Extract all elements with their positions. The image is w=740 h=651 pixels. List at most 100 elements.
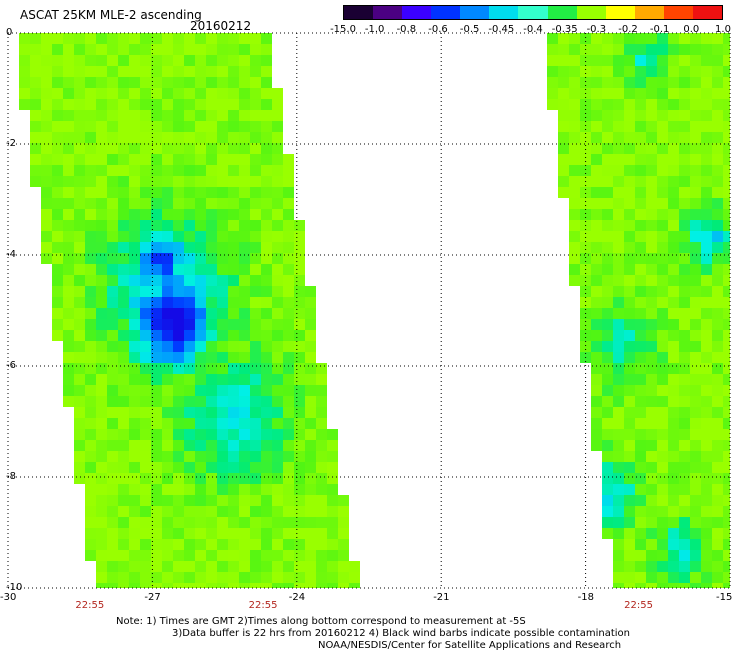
swath-cell bbox=[184, 407, 195, 418]
swath-cell bbox=[657, 319, 668, 330]
swath-cell bbox=[96, 88, 107, 99]
swath-cell bbox=[195, 319, 206, 330]
swath-cell bbox=[162, 506, 173, 517]
colorbar-label: -15.0 bbox=[330, 24, 356, 35]
swath-cell bbox=[228, 275, 239, 286]
swath-cell bbox=[635, 484, 646, 495]
swath-cell bbox=[129, 429, 140, 440]
swath-cell bbox=[118, 308, 129, 319]
swath-cell bbox=[613, 572, 624, 583]
swath-cell bbox=[250, 275, 261, 286]
swath-cell bbox=[668, 495, 679, 506]
colorbar-label: -0.4 bbox=[523, 24, 543, 35]
swath-cell bbox=[129, 330, 140, 341]
swath-cell bbox=[250, 484, 261, 495]
swath-cell bbox=[195, 484, 206, 495]
colorbar-label: -0.5 bbox=[459, 24, 480, 35]
swath-cell bbox=[272, 209, 283, 220]
swath-cell bbox=[723, 231, 730, 242]
swath-cell bbox=[591, 55, 602, 66]
swath-cell bbox=[272, 253, 283, 264]
swath-cell bbox=[635, 561, 646, 572]
swath-cell bbox=[679, 495, 690, 506]
swath-cell bbox=[690, 319, 701, 330]
swath-cell bbox=[261, 528, 272, 539]
swath-cell bbox=[162, 55, 173, 66]
swath-cell bbox=[668, 264, 679, 275]
swath-cell bbox=[679, 308, 690, 319]
swath-cell bbox=[602, 484, 613, 495]
swath-cell bbox=[162, 242, 173, 253]
swath-cell bbox=[173, 88, 184, 99]
swath-cell bbox=[184, 308, 195, 319]
swath-cell bbox=[283, 528, 294, 539]
swath-cell bbox=[712, 121, 723, 132]
swath-cell bbox=[250, 187, 261, 198]
swath-cell bbox=[140, 44, 151, 55]
swath-cell bbox=[635, 275, 646, 286]
swath-cell bbox=[30, 44, 41, 55]
swath-cell bbox=[151, 517, 162, 528]
swath-cell bbox=[184, 495, 195, 506]
swath-cell bbox=[679, 506, 690, 517]
swath-cell bbox=[294, 495, 305, 506]
swath-cell bbox=[679, 66, 690, 77]
swath-cell bbox=[261, 286, 272, 297]
swath-cell bbox=[228, 110, 239, 121]
swath-cell bbox=[602, 110, 613, 121]
swath-cell bbox=[206, 198, 217, 209]
swath-cell bbox=[107, 341, 118, 352]
swath-cell bbox=[184, 583, 195, 588]
swath-cell bbox=[294, 429, 305, 440]
swath-cell bbox=[272, 319, 283, 330]
swath-cell bbox=[272, 176, 283, 187]
swath-cell bbox=[129, 572, 140, 583]
swath-cell bbox=[591, 341, 602, 352]
swath-cell bbox=[74, 154, 85, 165]
swath-cell bbox=[569, 198, 580, 209]
swath-cell bbox=[613, 275, 624, 286]
swath-cell bbox=[250, 165, 261, 176]
swath-cell bbox=[690, 440, 701, 451]
swath-cell bbox=[569, 154, 580, 165]
swath-cell bbox=[690, 561, 701, 572]
swath-cell bbox=[602, 451, 613, 462]
swath-cell bbox=[195, 407, 206, 418]
swath-cell bbox=[107, 176, 118, 187]
swath-cell bbox=[206, 330, 217, 341]
swath-cell bbox=[690, 121, 701, 132]
swath-cell bbox=[624, 286, 635, 297]
swath-cell bbox=[624, 517, 635, 528]
swath-cell bbox=[118, 539, 129, 550]
swath-cell bbox=[657, 396, 668, 407]
swath-cell bbox=[217, 583, 228, 588]
swath-cell bbox=[679, 187, 690, 198]
swath-cell bbox=[96, 506, 107, 517]
swath-cell bbox=[162, 99, 173, 110]
swath-cell bbox=[679, 99, 690, 110]
swath-cell bbox=[195, 253, 206, 264]
swath-cell bbox=[250, 55, 261, 66]
swath-cell bbox=[162, 462, 173, 473]
swath-cell bbox=[41, 55, 52, 66]
swath-cell bbox=[272, 583, 283, 588]
swath-cell bbox=[657, 209, 668, 220]
swath-cell bbox=[52, 198, 63, 209]
swath-cell bbox=[283, 418, 294, 429]
swath-cell bbox=[679, 462, 690, 473]
swath-cell bbox=[668, 187, 679, 198]
swath-cell bbox=[217, 418, 228, 429]
swath-cell bbox=[316, 528, 327, 539]
swath-cell bbox=[635, 55, 646, 66]
swath-cell bbox=[349, 583, 360, 588]
swath-cell bbox=[701, 121, 712, 132]
swath-cell bbox=[624, 77, 635, 88]
swath-cell bbox=[217, 308, 228, 319]
swath-cell bbox=[151, 297, 162, 308]
swath-cell bbox=[613, 352, 624, 363]
swath-cell bbox=[30, 66, 41, 77]
y-tick-label: -10 bbox=[6, 582, 23, 593]
swath-cell bbox=[690, 308, 701, 319]
swath-cell bbox=[140, 99, 151, 110]
swath-cell bbox=[657, 154, 668, 165]
